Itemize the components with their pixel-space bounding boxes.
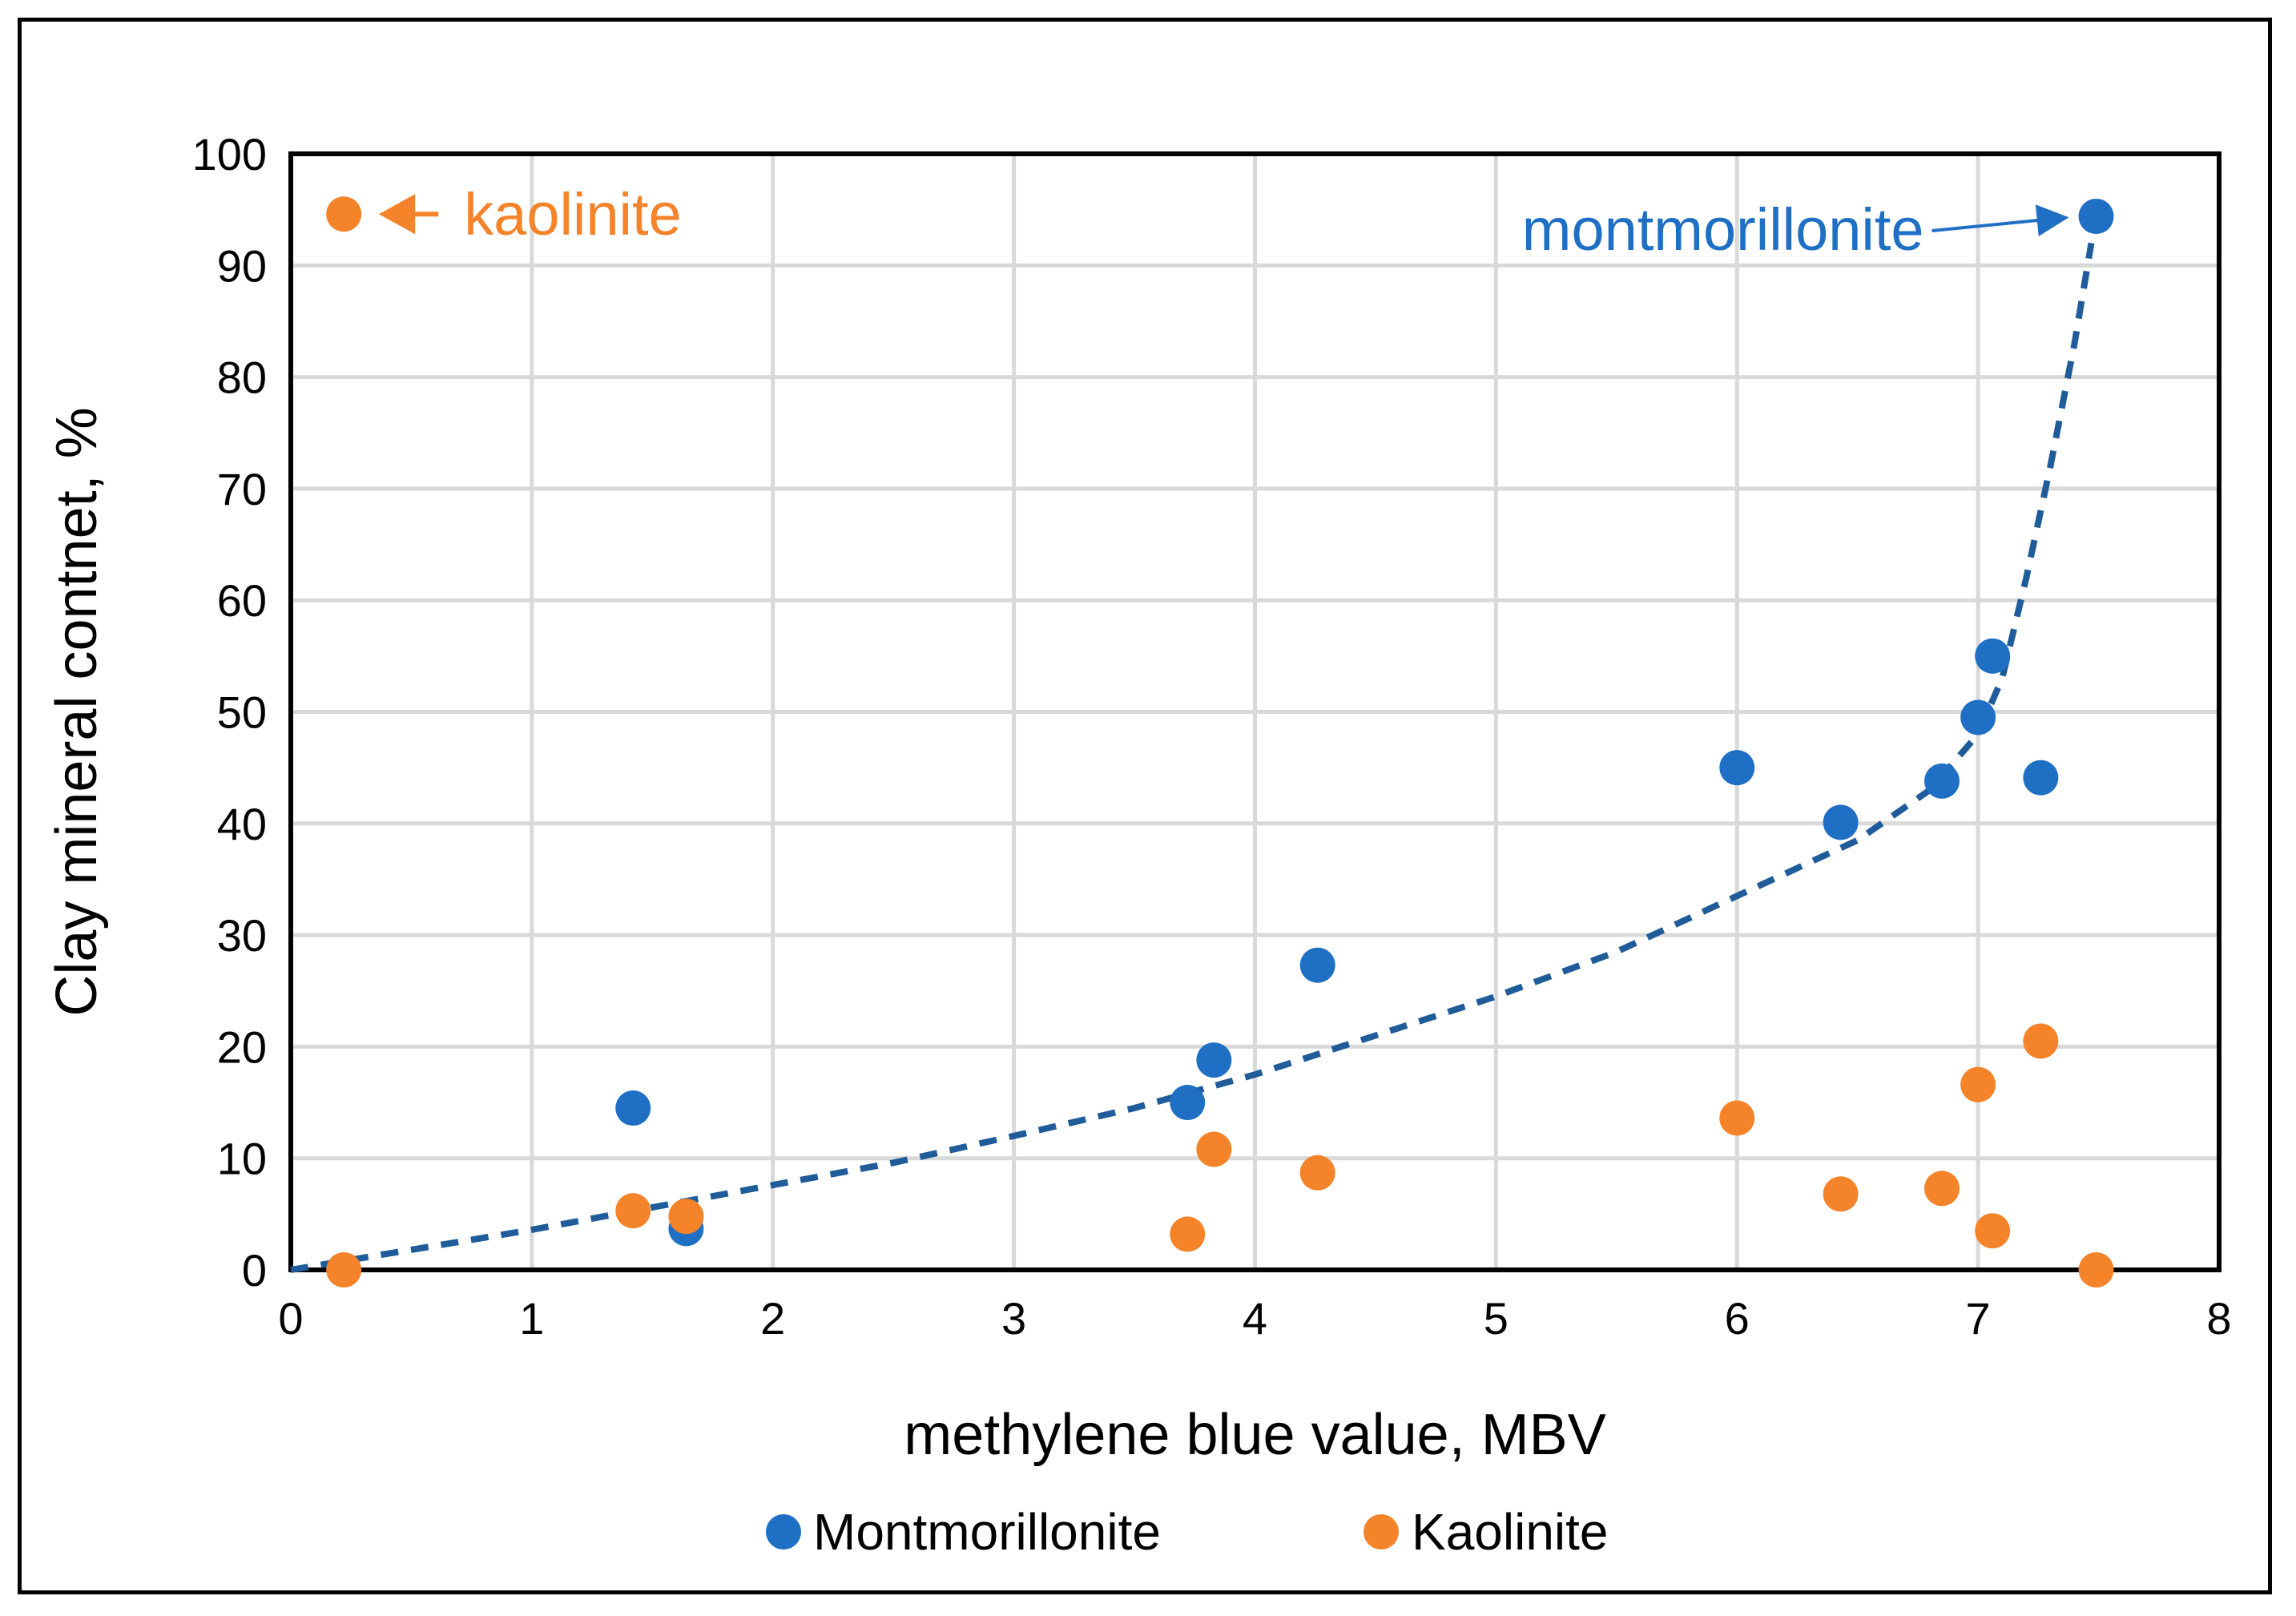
plot-area-border (288, 151, 2221, 1272)
y-tick-label: 100 (192, 129, 267, 179)
montmorillonite-point (1719, 750, 1755, 786)
montmorillonite-point (1823, 804, 1859, 840)
y-axis-title: Clay mineral contnet, % (45, 407, 109, 1016)
kaolinite-point (2023, 1023, 2059, 1059)
kaolinite-point (1196, 1131, 1232, 1167)
montmorillonite-annotation-arrow (1931, 204, 2069, 237)
y-tick-label: 50 (217, 687, 267, 738)
grid-lines (288, 151, 2221, 1272)
montmorillonite-point (1299, 947, 1335, 983)
x-tick-label: 2 (760, 1293, 785, 1344)
y-tick-label: 20 (217, 1022, 267, 1072)
legend-kaolinite-marker (1364, 1514, 1399, 1550)
kaolinite-point (1975, 1213, 2011, 1249)
x-axis-ticks: 0 1 2 3 4 5 6 7 8 (278, 1293, 2231, 1344)
kaolinite-point (1170, 1216, 1206, 1252)
y-tick-label: 80 (217, 353, 267, 403)
kaolinite-point (2078, 1252, 2114, 1288)
kaolinite-point (1719, 1100, 1755, 1136)
montmorillonite-point (2078, 199, 2114, 235)
kaolinite-point (326, 1252, 362, 1288)
y-tick-label: 30 (217, 910, 267, 961)
x-tick-label: 8 (2206, 1293, 2231, 1344)
kaolinite-annotation-arrow (379, 194, 439, 235)
x-tick-label: 7 (1966, 1293, 1991, 1344)
montmorillonite-annotation-label: montmorillonite (1522, 196, 1924, 263)
legend-kaolinite-label: Kaolinite (1412, 1503, 1609, 1561)
y-axis-ticks: 0 10 20 30 40 50 60 70 80 90 100 (192, 129, 267, 1296)
legend-montmorillonite-marker (766, 1514, 801, 1550)
montmorillonite-point (615, 1090, 651, 1126)
kaolinite-point (1299, 1155, 1335, 1191)
montmorillonite-point (1196, 1042, 1232, 1078)
montmorillonite-point (1960, 699, 1996, 735)
kaolinite-point (668, 1199, 704, 1235)
montmorillonite-point (1923, 763, 1960, 799)
y-tick-label: 70 (217, 464, 267, 514)
legend: Montmorillonite Kaolinite (766, 1503, 1609, 1561)
montmorillonite-point (1975, 638, 2011, 674)
kaolinite-annotation-label: kaolinite (464, 181, 682, 248)
data-points (326, 199, 2114, 1288)
kaolinite-point (1923, 1171, 1960, 1207)
montmorillonite-point (2023, 760, 2059, 796)
x-tick-label: 5 (1484, 1293, 1509, 1344)
y-tick-label: 0 (242, 1245, 267, 1296)
kaolinite-annotation-marker (326, 196, 362, 232)
legend-montmorillonite-label: Montmorillonite (813, 1503, 1161, 1561)
y-tick-label: 90 (217, 240, 267, 291)
x-axis-title: methylene blue value, MBV (904, 1403, 1605, 1467)
x-tick-label: 6 (1725, 1293, 1750, 1344)
kaolinite-point (615, 1193, 651, 1229)
x-tick-label: 4 (1243, 1293, 1267, 1344)
kaolinite-point (1960, 1066, 1996, 1102)
y-tick-label: 10 (217, 1134, 267, 1184)
x-tick-label: 0 (278, 1293, 303, 1344)
x-tick-label: 1 (519, 1293, 544, 1344)
y-tick-label: 60 (217, 575, 267, 626)
x-tick-label: 3 (1001, 1293, 1026, 1344)
chart-frame (18, 18, 2272, 1594)
montmorillonite-point (1170, 1085, 1206, 1121)
kaolinite-point (1823, 1176, 1859, 1212)
y-tick-label: 40 (217, 799, 267, 849)
